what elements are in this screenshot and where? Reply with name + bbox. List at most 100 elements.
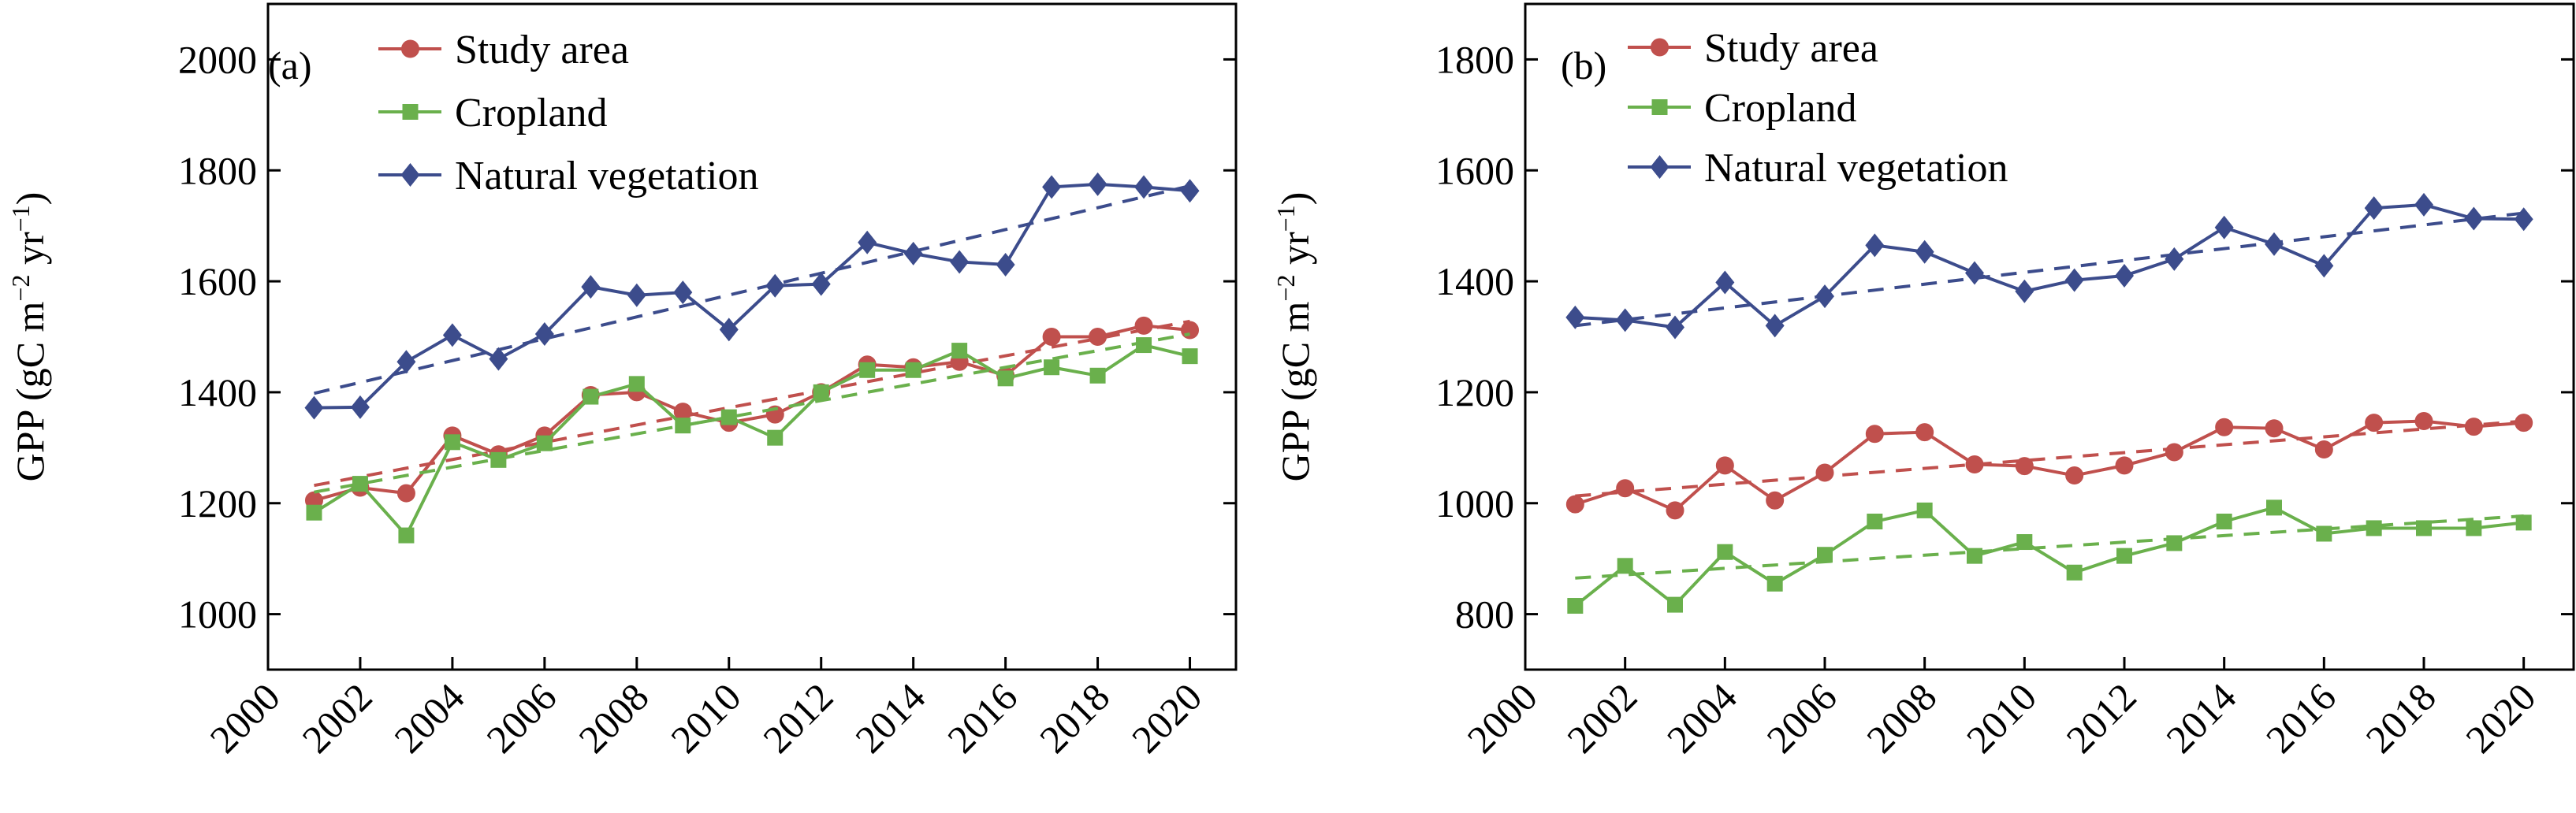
series-natural-vegetation: [1565, 192, 2533, 340]
data-point: [581, 275, 601, 299]
data-point: [304, 395, 324, 420]
data-point: [1915, 423, 1934, 442]
y-axis-label: GPP (gC m−2 yr−1): [6, 192, 52, 482]
data-point: [1088, 172, 1107, 196]
series-line: [1574, 419, 2524, 513]
data-point: [673, 280, 693, 305]
legend-marker: [1651, 38, 1669, 57]
legend-label: Natural vegetation: [1704, 146, 2008, 191]
trend-line: [314, 319, 1190, 488]
data-point: [1715, 270, 1735, 295]
data-point: [352, 476, 368, 492]
legend-entry: Study area: [378, 28, 629, 72]
series-line: [1574, 506, 2524, 607]
y-tick-label: 1600: [178, 259, 257, 303]
data-point: [950, 250, 970, 274]
x-tick-label: 2012: [2057, 674, 2144, 761]
data-point: [2165, 247, 2184, 271]
data-point: [951, 343, 968, 359]
x-tick-label: 2020: [1123, 674, 1210, 761]
data-point: [306, 504, 322, 521]
data-point: [2514, 207, 2533, 232]
x-tick-label: 2014: [847, 674, 933, 761]
data-point: [350, 395, 370, 419]
data-point: [765, 273, 785, 298]
data-point: [2166, 535, 2183, 551]
legend-label: Natural vegetation: [455, 154, 759, 199]
data-point: [1567, 598, 1584, 614]
data-point: [1867, 513, 1883, 529]
data-point: [2316, 525, 2332, 542]
data-point: [1134, 316, 1153, 335]
data-point: [1565, 495, 1584, 514]
data-point: [1915, 239, 1934, 264]
data-point: [1667, 596, 1683, 613]
data-point: [1766, 575, 1783, 592]
data-point: [1865, 425, 1884, 444]
x-tick-label: 2012: [754, 674, 841, 761]
data-point: [398, 527, 415, 544]
data-point: [2365, 414, 2384, 432]
legend-marker: [1650, 155, 1670, 179]
data-point: [1089, 328, 1107, 346]
y-tick-label: 1400: [1435, 259, 1514, 303]
data-point: [1089, 367, 1106, 384]
data-point: [2364, 196, 2384, 221]
data-point: [1865, 233, 1885, 258]
x-tick-label: 2018: [2357, 674, 2444, 761]
data-point: [2116, 548, 2132, 564]
data-point: [1136, 337, 1152, 354]
data-point: [2414, 192, 2433, 217]
x-tick-label: 2004: [1658, 674, 1745, 761]
data-point: [2165, 443, 2183, 462]
data-point: [811, 272, 831, 296]
data-point: [720, 409, 737, 425]
y-axis-label: GPP (gC m−2 yr−1): [1271, 192, 1317, 482]
x-tick-label: 2016: [939, 674, 1026, 761]
data-point: [2215, 418, 2234, 436]
legend-marker: [400, 163, 420, 187]
legend-label: Study area: [455, 28, 629, 72]
series-line: [1575, 202, 2524, 329]
plot-frame: [1524, 2, 2575, 671]
data-point: [905, 362, 921, 378]
data-point: [2115, 456, 2134, 475]
data-point: [1916, 502, 1933, 518]
y-tick-label: 1000: [1435, 481, 1514, 525]
x-tick-label: 2020: [2457, 674, 2544, 761]
data-point: [813, 384, 829, 400]
legend-marker: [1651, 99, 1668, 115]
legend-entry: Cropland: [1628, 86, 1857, 131]
data-point: [583, 388, 599, 405]
plot-frame: [266, 2, 1238, 671]
legend-entry: Natural vegetation: [378, 154, 759, 199]
data-point: [534, 321, 554, 346]
data-point: [1717, 544, 1733, 560]
x-tick-label: 2018: [1031, 674, 1118, 761]
data-point: [2066, 564, 2083, 581]
data-point: [1617, 558, 1633, 574]
y-tick-label: 2000: [178, 37, 257, 81]
data-point: [996, 252, 1015, 277]
trend-line: [1575, 514, 2524, 580]
data-point: [1766, 491, 1785, 510]
series-line: [314, 182, 1190, 410]
series-cropland: [1567, 499, 2532, 614]
data-point: [1817, 547, 1833, 563]
data-point: [1765, 314, 1785, 338]
data-point: [1616, 479, 1635, 498]
data-point: [1182, 348, 1198, 365]
data-point: [1042, 328, 1061, 346]
trend-line: [1575, 419, 2524, 498]
x-tick-label: 2004: [385, 674, 472, 761]
legend-marker: [401, 39, 419, 58]
x-tick-label: 2000: [201, 674, 288, 761]
y-tick-label: 1200: [1435, 370, 1514, 414]
data-point: [1967, 548, 1982, 564]
data-point: [2464, 206, 2484, 231]
legend-label: Study area: [1704, 26, 1878, 71]
data-point: [1715, 456, 1734, 475]
y-tick-label: 1600: [1435, 148, 1514, 192]
